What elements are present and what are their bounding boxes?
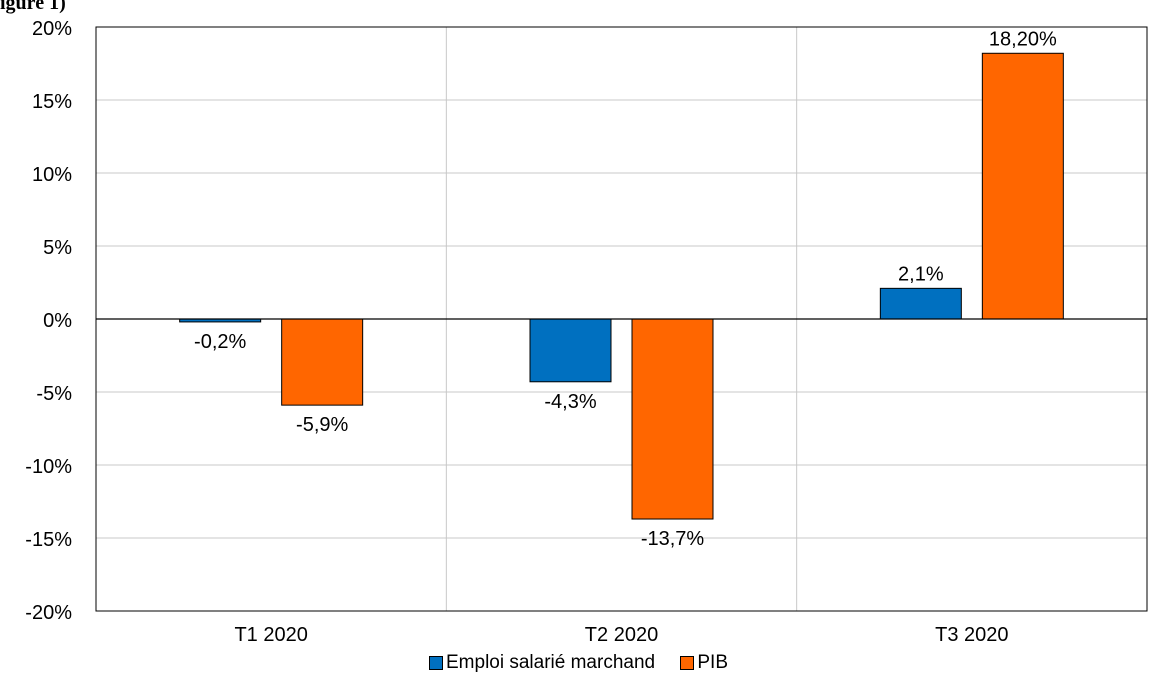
y-tick-label: -5% [36, 383, 72, 405]
legend-label-emploi: Emploi salarié marchand [446, 652, 656, 673]
data-label: -13,7% [641, 528, 705, 550]
x-tick-label: T3 2020 [935, 624, 1008, 646]
y-tick-label: 10% [32, 164, 72, 186]
chart-legend: Emploi salarié marchand PIB [0, 652, 1157, 676]
bar-chart: 20% 15% 10% 5% 0% -5% -10% -15% -20% -0,2% -5,9% T1… [25, 18, 1148, 646]
y-tick-label: 15% [32, 91, 72, 113]
legend-swatch-pib [680, 656, 695, 670]
bar [281, 318, 364, 406]
y-tick-label: 0% [43, 310, 72, 332]
bar [879, 287, 962, 320]
legend-label-pib: PIB [697, 652, 728, 673]
bar [631, 318, 714, 520]
data-label: 18,20% [989, 28, 1057, 50]
y-tick-label: -10% [25, 456, 72, 478]
data-label: 2,1% [898, 263, 944, 285]
caption-fragment: igure 1) [0, 0, 66, 14]
legend-item-pib: PIB [680, 652, 728, 674]
bar [529, 318, 612, 383]
data-label: -0,2% [194, 331, 246, 353]
bar [981, 52, 1064, 320]
y-tick-label: -15% [25, 529, 72, 551]
y-tick-label: 5% [43, 237, 72, 259]
legend-swatch-emploi [429, 656, 443, 670]
y-tick-label: -20% [25, 602, 72, 624]
plot-area-border [95, 26, 1148, 612]
data-label: -5,9% [296, 414, 348, 436]
legend-item-emploi: Emploi salarié marchand [429, 652, 655, 674]
data-label: -4,3% [544, 391, 596, 413]
x-tick-label: T2 2020 [585, 624, 658, 646]
y-tick-label: 20% [32, 18, 72, 40]
x-tick-label: T1 2020 [234, 624, 307, 646]
